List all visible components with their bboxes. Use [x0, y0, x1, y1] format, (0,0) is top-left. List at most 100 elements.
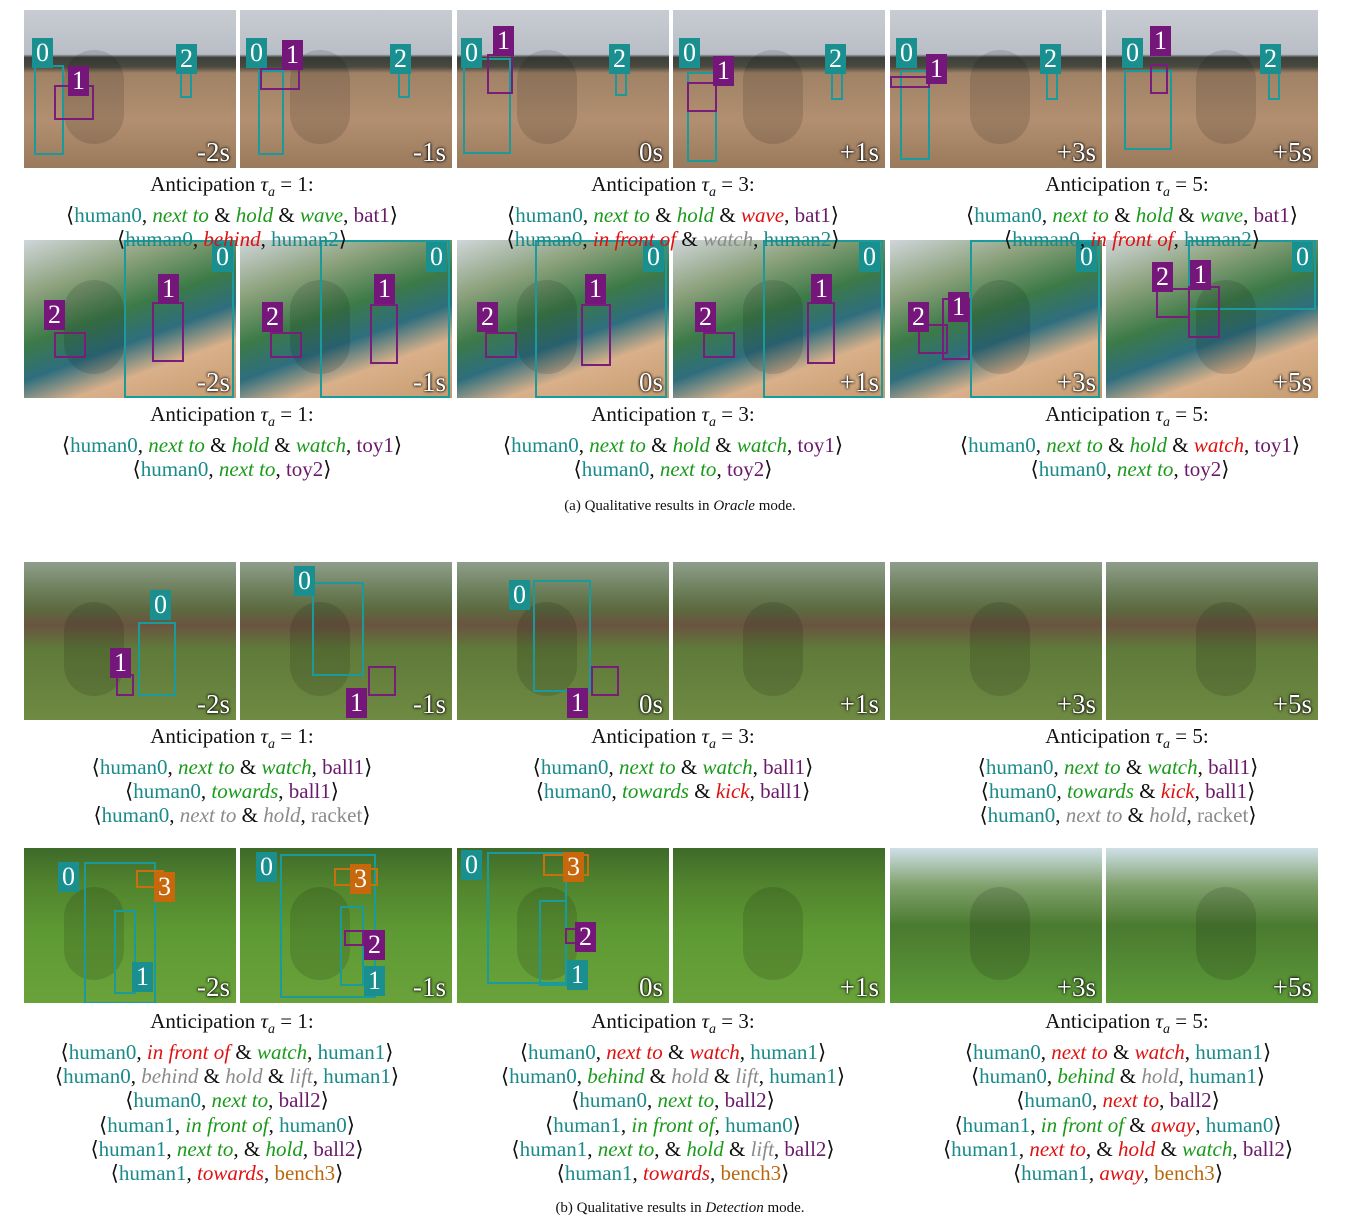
token-human2: human2	[763, 227, 832, 252]
bracket-close: ⟩	[766, 1088, 775, 1113]
token-human0: human0	[528, 1040, 596, 1064]
object-id-tag: 2	[695, 302, 716, 332]
comma: ,	[1232, 1136, 1243, 1161]
object-id-tag: 2	[262, 302, 283, 332]
tau-subscript: a	[268, 415, 276, 431]
tau-subscript: a	[709, 185, 717, 201]
bracket-close: ⟩	[346, 1112, 355, 1137]
anticipation-label: Anticipation τa = 1:	[62, 724, 402, 757]
bracket-close: ⟩	[330, 779, 339, 804]
comma: ,	[739, 1040, 751, 1064]
object-id-tag: 1	[585, 274, 606, 304]
triplet-line: ⟨human1, in front of, human0⟩	[453, 1113, 893, 1137]
tau-subscript: a	[1163, 185, 1171, 201]
object-id-tag: 1	[567, 688, 588, 718]
object-id-tag: 3	[563, 852, 584, 882]
token-racket: racket	[311, 803, 363, 828]
scene-figure	[290, 601, 350, 697]
bracket-open: ⟨	[90, 1136, 99, 1161]
token-human0: human0	[988, 779, 1057, 804]
token-watch: watch	[1147, 755, 1198, 779]
object-id-tag: 1	[364, 966, 385, 996]
token-hold: hold	[225, 1064, 263, 1089]
tau-symbol: τa	[701, 172, 717, 201]
token-hold: hold	[263, 803, 301, 828]
tau-subscript: a	[1163, 1022, 1171, 1038]
triplet-line: ⟨human0, in front of & watch, human1⟩	[7, 1040, 447, 1064]
comma: ,	[1244, 433, 1255, 457]
triplet-line: ⟨human0, behind & hold & lift, human1⟩	[453, 1064, 893, 1088]
time-label: -1s	[413, 137, 446, 167]
token-toy2: toy2	[1183, 457, 1222, 482]
bracket-open: ⟨	[964, 1040, 974, 1064]
amp: &	[1124, 1112, 1151, 1137]
comma: ,	[1088, 1161, 1100, 1186]
bounding-box	[370, 304, 398, 364]
video-frame-0s: 0 1 2 0s	[457, 10, 669, 168]
tau-symbol: τa	[1155, 172, 1171, 201]
bracket-close: ⟩	[1291, 433, 1301, 457]
tau-symbol: τa	[1155, 402, 1171, 431]
triplet-line: ⟨human0, behind & hold & lift, human1⟩	[7, 1064, 447, 1088]
amp: &	[1102, 433, 1130, 457]
video-frame--1s: 0 1 2 -1s	[240, 10, 452, 168]
token-ball2: ball2	[784, 1136, 827, 1161]
object-id-tag: 0	[294, 566, 315, 596]
comma: ,	[714, 1112, 726, 1137]
token-behind: behind	[1057, 1064, 1115, 1089]
comma: ,	[268, 1088, 279, 1113]
relation-triplets: ⟨human0, next to & watch, human1⟩ ⟨human0…	[898, 1040, 1338, 1185]
bounding-box	[918, 324, 948, 354]
object-id-tag: 3	[154, 872, 175, 902]
scene-figure	[1196, 279, 1256, 375]
comma: ,	[192, 227, 204, 252]
triplet-line: ⟨human0, next to & watch, ball1⟩	[453, 755, 893, 779]
triplet-line: ⟨human0, next to & watch, ball1⟩	[898, 755, 1338, 779]
token-wave: wave	[1199, 203, 1244, 227]
time-label: 0s	[638, 972, 663, 1002]
tau-symbol: τa	[1155, 1009, 1171, 1038]
scene-figure	[970, 279, 1030, 375]
token-watch: watch	[702, 755, 753, 779]
amp: &	[208, 203, 236, 227]
token-human1: human1	[1189, 1064, 1257, 1089]
triplet-line: ⟨human0, next to, ball2⟩	[453, 1088, 893, 1112]
object-id-tag: 0	[150, 590, 171, 620]
token-hold: hold	[676, 203, 715, 227]
token-kick: kick	[1160, 779, 1195, 804]
bracket-open: ⟨	[125, 779, 134, 804]
caption-prefix: (a) Qualitative results in	[564, 498, 714, 514]
bracket-open: ⟨	[1012, 1161, 1022, 1186]
token-hold: hold	[671, 1064, 709, 1089]
amp: &	[1173, 203, 1200, 227]
bracket-close: ⟩	[1221, 457, 1230, 482]
caption-prefix: (b) Qualitative results in	[555, 1200, 706, 1216]
bounding-box	[398, 70, 410, 98]
bracket-close: ⟩	[362, 803, 371, 828]
triplet-line: ⟨human0, in front of, human2⟩	[912, 227, 1352, 251]
token-ball1: ball1	[288, 779, 331, 804]
token-human1: human1	[323, 1064, 391, 1089]
bracket-open: ⟨	[535, 779, 544, 804]
token-human0: human0	[540, 755, 609, 779]
triplet-line: ⟨human0, towards & kick, ball1⟩	[898, 779, 1338, 803]
token-human1: human1	[750, 1040, 818, 1064]
anticipation-word: Anticipation	[150, 724, 261, 748]
amp: &	[269, 433, 296, 457]
bounding-box	[124, 240, 234, 398]
amp: &	[1114, 1064, 1142, 1089]
token-human0: human0	[1012, 227, 1080, 252]
anticipation-label: Anticipation τa = 3:	[503, 172, 843, 205]
object-id-tag: 2	[1260, 44, 1281, 74]
comma: ,	[263, 1161, 275, 1186]
amp: &	[723, 1136, 751, 1161]
token-human0: human0	[140, 457, 209, 482]
object-id-tag: 1	[282, 40, 303, 70]
video-frame-0s: 0 1 2 0s	[457, 240, 669, 398]
bracket-open: ⟨	[942, 1136, 952, 1161]
time-label: +5s	[1272, 367, 1312, 397]
object-id-tag: 0	[859, 242, 880, 272]
object-id-tag: 2	[908, 302, 929, 332]
tau-subscript: a	[709, 737, 717, 753]
bounding-box	[533, 580, 591, 692]
